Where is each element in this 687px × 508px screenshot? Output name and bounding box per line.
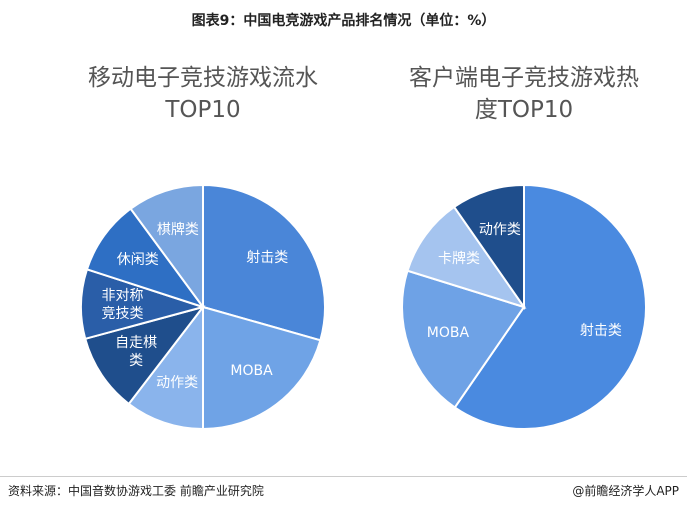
pie-title: 移动电子竞技游戏流水TOP10 [88,65,318,123]
divider [0,476,687,477]
pie-slice [452,183,525,311]
slice-label: MOBA [230,363,273,380]
main-title: 图表9：中国电竞游戏产品排名情况（单位：%） [191,13,496,29]
slice-label: 非对称竞技类 [101,287,144,322]
brand: @前瞻经济学人APP [572,484,679,498]
slice-label: MOBA [426,325,470,342]
slice-label: 射击类 [579,322,622,339]
slice-label: 自走棋类 [115,334,158,369]
source: 资料来源：中国音数协游戏工委 前瞻产业研究院 [8,484,264,498]
pie-slice [202,183,326,342]
pie-slice [85,207,206,309]
pie-slice [406,205,527,309]
slice-label: 休闲类 [116,251,159,268]
pie-slice [453,183,647,430]
slice-label: 射击类 [246,250,289,267]
slice-label: 棋牌类 [156,222,199,239]
pie-slice [129,183,204,311]
slice-label: 动作类 [156,375,199,392]
pie-slice [202,305,322,431]
pie-title: 客户端电子竞技游戏热度TOP10 [409,65,639,123]
slice-label: 卡牌类 [438,251,480,268]
slice-label: 动作类 [478,222,521,239]
pie-slice [401,269,526,409]
pie-slice [127,304,204,431]
